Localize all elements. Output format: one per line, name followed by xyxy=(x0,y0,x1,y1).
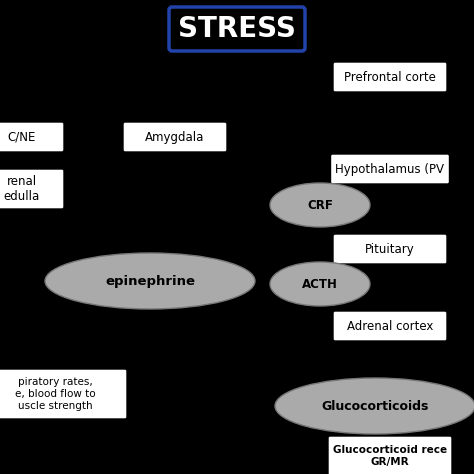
Text: C/NE: C/NE xyxy=(8,130,36,144)
Text: renal
edulla: renal edulla xyxy=(4,175,40,203)
Text: epinephrine: epinephrine xyxy=(105,274,195,288)
FancyBboxPatch shape xyxy=(123,122,227,152)
Text: piratory rates,
e, blood flow to
uscle strength: piratory rates, e, blood flow to uscle s… xyxy=(15,377,95,410)
Text: Pituitary: Pituitary xyxy=(365,243,415,255)
Text: Prefrontal corte: Prefrontal corte xyxy=(344,71,436,83)
FancyBboxPatch shape xyxy=(330,154,449,184)
FancyBboxPatch shape xyxy=(0,169,64,209)
Ellipse shape xyxy=(270,262,370,306)
Ellipse shape xyxy=(270,183,370,227)
Text: Amygdala: Amygdala xyxy=(146,130,205,144)
FancyBboxPatch shape xyxy=(0,122,64,152)
Text: ACTH: ACTH xyxy=(302,277,338,291)
FancyBboxPatch shape xyxy=(333,234,447,264)
FancyBboxPatch shape xyxy=(328,436,452,474)
Text: CRF: CRF xyxy=(307,199,333,211)
Ellipse shape xyxy=(45,253,255,309)
Text: Glucocorticoid rece
GR/MR: Glucocorticoid rece GR/MR xyxy=(333,445,447,467)
Ellipse shape xyxy=(275,378,474,434)
FancyBboxPatch shape xyxy=(0,369,127,419)
Text: Adrenal cortex: Adrenal cortex xyxy=(347,319,433,332)
Text: Hypothalamus (PV: Hypothalamus (PV xyxy=(336,163,445,175)
FancyBboxPatch shape xyxy=(169,7,305,51)
Text: Glucocorticoids: Glucocorticoids xyxy=(321,400,428,412)
FancyBboxPatch shape xyxy=(333,311,447,341)
FancyBboxPatch shape xyxy=(333,62,447,92)
Text: STRESS: STRESS xyxy=(178,15,296,43)
